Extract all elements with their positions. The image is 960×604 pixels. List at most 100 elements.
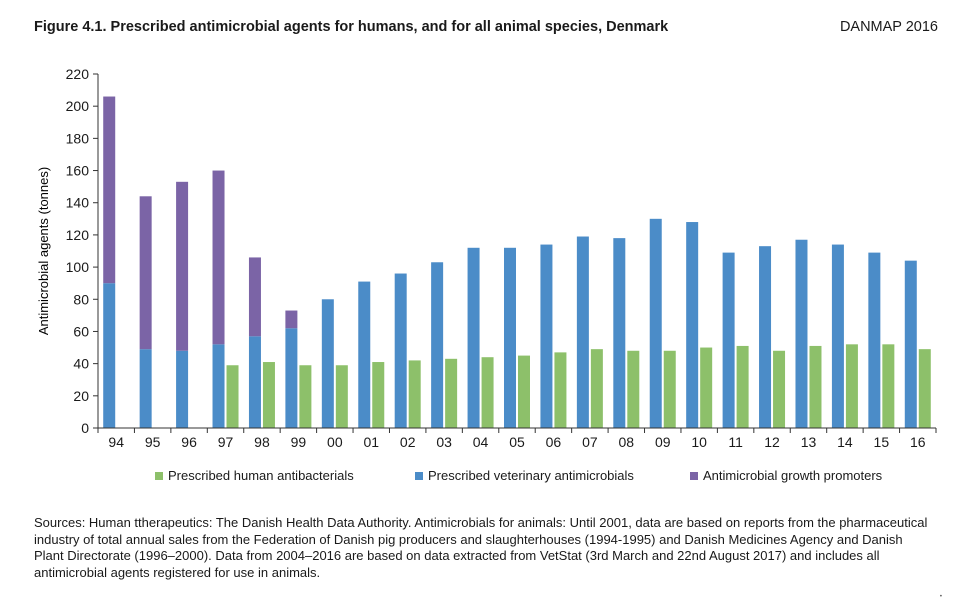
- x-tick-label: 06: [546, 434, 562, 450]
- bar-growth-promoters-99: [285, 310, 298, 329]
- bar-veterinary-13: [795, 239, 808, 428]
- bar-human-02: [408, 360, 421, 428]
- y-axis-ticks: 0 20 40 60 80 100 120 140 160 180 200 220: [66, 66, 98, 436]
- bar-growth-promoters-96: [176, 181, 189, 351]
- bar-veterinary-97: [212, 344, 225, 428]
- y-tick-label: 40: [73, 356, 89, 372]
- y-tick-label: 80: [73, 291, 89, 307]
- x-tick-label: 94: [108, 434, 124, 450]
- x-tick-label: 07: [582, 434, 598, 450]
- x-tick-label: 16: [910, 434, 926, 450]
- x-tick-label: 14: [837, 434, 853, 450]
- x-tick-label: 96: [181, 434, 197, 450]
- x-tick-label: 03: [436, 434, 452, 450]
- bar-veterinary-05: [504, 247, 516, 428]
- bar-human-15: [882, 344, 895, 428]
- bar-human-98: [262, 362, 275, 428]
- bar-human-06: [554, 352, 567, 428]
- bar-veterinary-01: [358, 281, 371, 428]
- bar-veterinary-99: [285, 328, 298, 428]
- bar-growth-promoters-98: [248, 257, 261, 337]
- bar-human-11: [736, 345, 749, 428]
- report-label: DANMAP 2016: [839, 19, 938, 35]
- bar-human-03: [445, 358, 458, 428]
- bar-veterinary-11: [722, 252, 735, 428]
- bar-veterinary-04: [467, 247, 480, 428]
- legend-item-veterinary: Prescribed veterinary antimicrobials: [415, 468, 634, 483]
- y-tick-label: 220: [66, 66, 90, 82]
- bar-human-99: [299, 365, 312, 428]
- bar-veterinary-06: [540, 244, 553, 428]
- y-tick-label: 20: [73, 388, 89, 404]
- bar-human-00: [335, 365, 348, 428]
- bar-veterinary-12: [759, 246, 772, 428]
- y-tick-label: 60: [73, 323, 89, 339]
- bar-human-14: [845, 344, 858, 428]
- x-tick-label: 15: [874, 434, 890, 450]
- bar-human-07: [590, 349, 603, 428]
- x-tick-label: 99: [291, 434, 307, 450]
- y-tick-label: 200: [66, 98, 90, 114]
- y-tick-label: 120: [66, 227, 90, 243]
- x-tick-label: 01: [363, 434, 379, 450]
- legend-swatch-growth-promoters: [690, 471, 698, 480]
- legend-label-growth-promoters: Antimicrobial growth promoters: [703, 468, 883, 483]
- bar-veterinary-98: [248, 336, 261, 428]
- x-tick-label: 10: [691, 434, 707, 450]
- bar-veterinary-10: [686, 222, 699, 428]
- x-tick-label: 12: [764, 434, 780, 450]
- bar-human-16: [918, 349, 931, 428]
- y-tick-label: 180: [66, 130, 90, 146]
- x-tick-label: 13: [801, 434, 817, 450]
- x-tick-label: 09: [655, 434, 671, 450]
- bar-human-13: [809, 345, 822, 428]
- bar-veterinary-16: [904, 260, 917, 428]
- source-note: Sources: Human ttherapeutics: The Danish…: [34, 515, 928, 580]
- bar-veterinary-94: [103, 283, 116, 428]
- bars: [103, 96, 931, 428]
- y-tick-label: 160: [66, 163, 90, 179]
- legend-swatch-veterinary: [415, 471, 423, 480]
- y-tick-label: 0: [81, 420, 89, 436]
- legend-swatch-human: [155, 471, 163, 480]
- x-tick-label: 98: [254, 434, 270, 450]
- bar-veterinary-15: [868, 252, 881, 428]
- x-axis-ticks: 94 95 96 97 98 99 00 01 02 03 04 05 06 07 08 09 10 11 12 13…: [97, 428, 937, 450]
- bar-veterinary-07: [576, 236, 589, 428]
- x-tick-label: 04: [473, 434, 489, 450]
- legend-label-veterinary: Prescribed veterinary antimicrobials: [428, 468, 634, 483]
- bar-human-12: [773, 350, 786, 428]
- legend-item-human: Prescribed human antibacterials: [155, 468, 354, 483]
- legend-label-human: Prescribed human antibacterials: [168, 468, 354, 483]
- x-tick-label: 95: [145, 434, 161, 450]
- y-axis-label: Antimicrobial agents (tonnes): [36, 167, 51, 335]
- bar-veterinary-95: [139, 349, 152, 428]
- bar-veterinary-02: [394, 273, 407, 428]
- bar-veterinary-09: [649, 218, 662, 428]
- bar-human-09: [663, 350, 676, 428]
- x-tick-label: 00: [327, 434, 343, 450]
- bar-veterinary-08: [613, 238, 626, 428]
- bar-human-97: [226, 365, 239, 428]
- y-tick-label: 140: [66, 195, 90, 211]
- x-tick-label: 05: [509, 434, 525, 450]
- bar-veterinary-00: [321, 299, 334, 428]
- bar-growth-promoters-97: [212, 170, 225, 345]
- chart-legend: Prescribed human antibacterials Prescrib…: [0, 468, 960, 488]
- bar-human-04: [481, 357, 494, 428]
- x-tick-label: 11: [728, 434, 743, 450]
- legend-item-growth-promoters: Antimicrobial growth promoters: [690, 468, 882, 483]
- bar-growth-promoters-95: [139, 196, 152, 350]
- bar-human-01: [372, 362, 385, 428]
- corner-mark: •: [939, 594, 942, 600]
- x-tick-label: 08: [619, 434, 635, 450]
- bar-human-08: [627, 350, 640, 428]
- bar-human-05: [518, 355, 530, 428]
- bar-veterinary-14: [831, 244, 844, 428]
- x-tick-label: 02: [400, 434, 416, 450]
- bar-human-10: [700, 347, 713, 428]
- bar-growth-promoters-94: [103, 96, 116, 284]
- bar-veterinary-96: [176, 350, 189, 428]
- y-tick-label: 100: [66, 259, 90, 275]
